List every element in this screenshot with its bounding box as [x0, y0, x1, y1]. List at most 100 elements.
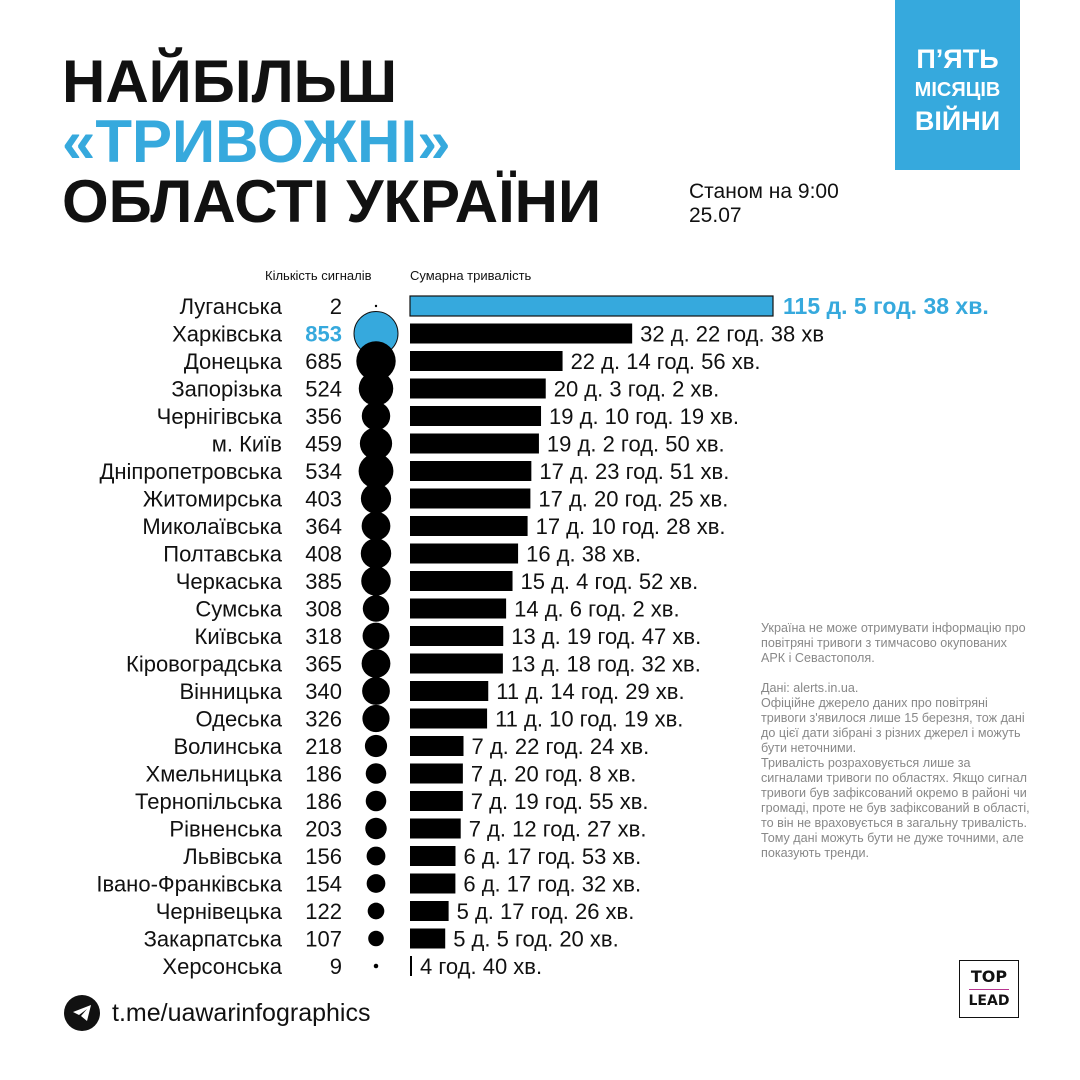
duration-bar — [410, 928, 446, 949]
signals-circle — [362, 704, 390, 733]
duration-bar — [410, 598, 507, 619]
title-line-1: НАЙБІЛЬШ — [62, 48, 398, 115]
logo-bottom: LEAD — [968, 993, 1010, 1009]
signals-circle — [361, 649, 391, 678]
duration-bar — [410, 516, 528, 536]
duration-bar — [410, 323, 633, 344]
signals-circle — [358, 453, 394, 489]
signals-value: 107 — [305, 927, 342, 952]
duration-label: 15 д. 4 год. 52 хв. — [521, 569, 699, 594]
duration-label: 16 д. 38 хв. — [526, 542, 641, 567]
duration-label: 4 год. 40 хв. — [420, 954, 542, 979]
duration-label: 11 д. 10 год. 19 хв. — [495, 707, 683, 732]
signals-value: 408 — [305, 542, 342, 567]
duration-label: 5 д. 17 год. 26 хв. — [457, 899, 635, 924]
region-label: Сумська — [195, 597, 282, 622]
signals-value: 524 — [305, 377, 342, 402]
signals-column-header: Кількість сигналів — [265, 268, 372, 283]
signals-value: 685 — [305, 349, 342, 374]
signals-circle — [361, 511, 391, 541]
duration-bar — [410, 791, 463, 811]
duration-label: 14 д. 6 год. 2 хв. — [514, 597, 680, 622]
region-label: Хмельницька — [146, 762, 283, 787]
duration-label: 32 д. 22 год. 38 хв — [640, 322, 824, 347]
duration-bar — [410, 378, 546, 399]
signals-circle — [362, 677, 390, 705]
signals-value: 218 — [305, 734, 342, 759]
telegram-link[interactable]: t.me/uawarinfographics — [64, 995, 370, 1031]
region-label: Житомирська — [143, 487, 283, 512]
duration-bar — [410, 461, 532, 481]
signals-circle — [360, 483, 392, 514]
as-of-day: 25.07 — [689, 204, 742, 227]
signals-value: 459 — [305, 432, 342, 457]
signals-circle — [366, 874, 386, 893]
as-of-time: Станом на 9:00 — [689, 180, 839, 203]
duration-label: 13 д. 18 год. 32 хв. — [511, 652, 701, 677]
alerts-chart: Луганська 2 115 д. 5 год. 38 хв. Харківська… — [96, 293, 989, 979]
signals-circle — [365, 763, 387, 784]
region-label: Вінницька — [179, 679, 282, 704]
signals-value: 365 — [305, 652, 342, 677]
region-label: Закарпатська — [144, 927, 283, 952]
duration-label: 7 д. 19 год. 55 хв. — [471, 789, 649, 814]
signals-value: 534 — [305, 459, 342, 484]
region-label: Донецька — [184, 349, 283, 374]
duration-bar — [410, 571, 513, 591]
region-label: Луганська — [180, 294, 283, 319]
region-label: Київська — [195, 624, 283, 649]
signals-circle — [365, 790, 387, 812]
toplead-logo: TOP LEAD — [959, 960, 1019, 1018]
title-line-3: ОБЛАСТІ УКРАЇНИ — [62, 168, 602, 235]
signals-value: 154 — [305, 872, 342, 897]
signals-circle — [358, 371, 394, 406]
signals-value: 318 — [305, 624, 342, 649]
notes: Україна не може отримувати інформацію пр… — [761, 621, 1031, 861]
note-method: Тривалість розраховується лише за сигнал… — [761, 756, 1030, 860]
region-label: Херсонська — [162, 954, 282, 979]
five-months-badge: П’ЯТЬ МІСЯЦІВ ВІЙНИ — [895, 0, 1020, 170]
telegram-icon — [64, 995, 100, 1031]
signals-circle — [373, 963, 379, 969]
duration-bar — [410, 626, 504, 646]
signals-circle — [367, 902, 385, 920]
signals-value: 2 — [330, 294, 342, 319]
duration-bar — [410, 681, 489, 701]
telegram-url: t.me/uawarinfographics — [112, 998, 371, 1027]
signals-circle — [362, 622, 390, 650]
duration-bar — [410, 846, 456, 866]
region-label: Миколаївська — [142, 514, 282, 539]
duration-label: 7 д. 20 год. 8 хв. — [471, 762, 636, 787]
duration-label: 7 д. 22 год. 24 хв. — [472, 734, 650, 759]
signals-circle — [360, 538, 392, 569]
signals-circle — [361, 401, 391, 431]
duration-label: 17 д. 10 год. 28 хв. — [536, 514, 726, 539]
signals-value: 308 — [305, 597, 342, 622]
badge-line-3: ВІЙНИ — [914, 106, 1001, 136]
note-accuracy: Офіційне джерело даних про повітряні три… — [761, 696, 1025, 755]
duration-label: 6 д. 17 год. 32 хв. — [463, 872, 641, 897]
duration-label: 5 д. 5 год. 20 хв. — [453, 927, 619, 952]
duration-label: 13 д. 19 год. 47 хв. — [511, 624, 701, 649]
duration-bar — [410, 873, 456, 894]
badge-line-1: П’ЯТЬ — [916, 44, 999, 74]
title-line-2: «ТРИВОЖНІ» — [62, 108, 451, 175]
duration-bar — [410, 433, 539, 454]
duration-bar — [410, 653, 503, 674]
signals-value: 326 — [305, 707, 342, 732]
duration-bar — [410, 351, 563, 371]
signals-circle — [368, 930, 384, 947]
region-label: Кіровоградська — [126, 652, 283, 677]
signals-circle — [364, 734, 388, 758]
region-label: Чернівецька — [156, 899, 283, 924]
signals-value: 186 — [305, 762, 342, 787]
signals-value: 385 — [305, 569, 342, 594]
region-label: Тернопільська — [135, 789, 283, 814]
signals-circle — [366, 846, 386, 866]
duration-label: 19 д. 10 год. 19 хв. — [549, 404, 739, 429]
signals-circle — [365, 817, 387, 840]
region-label: Івано-Франківська — [96, 872, 282, 897]
signals-circle — [359, 427, 393, 460]
duration-label: 115 д. 5 год. 38 хв. — [783, 293, 989, 319]
note-source: Дані: alerts.in.ua. — [761, 681, 859, 695]
